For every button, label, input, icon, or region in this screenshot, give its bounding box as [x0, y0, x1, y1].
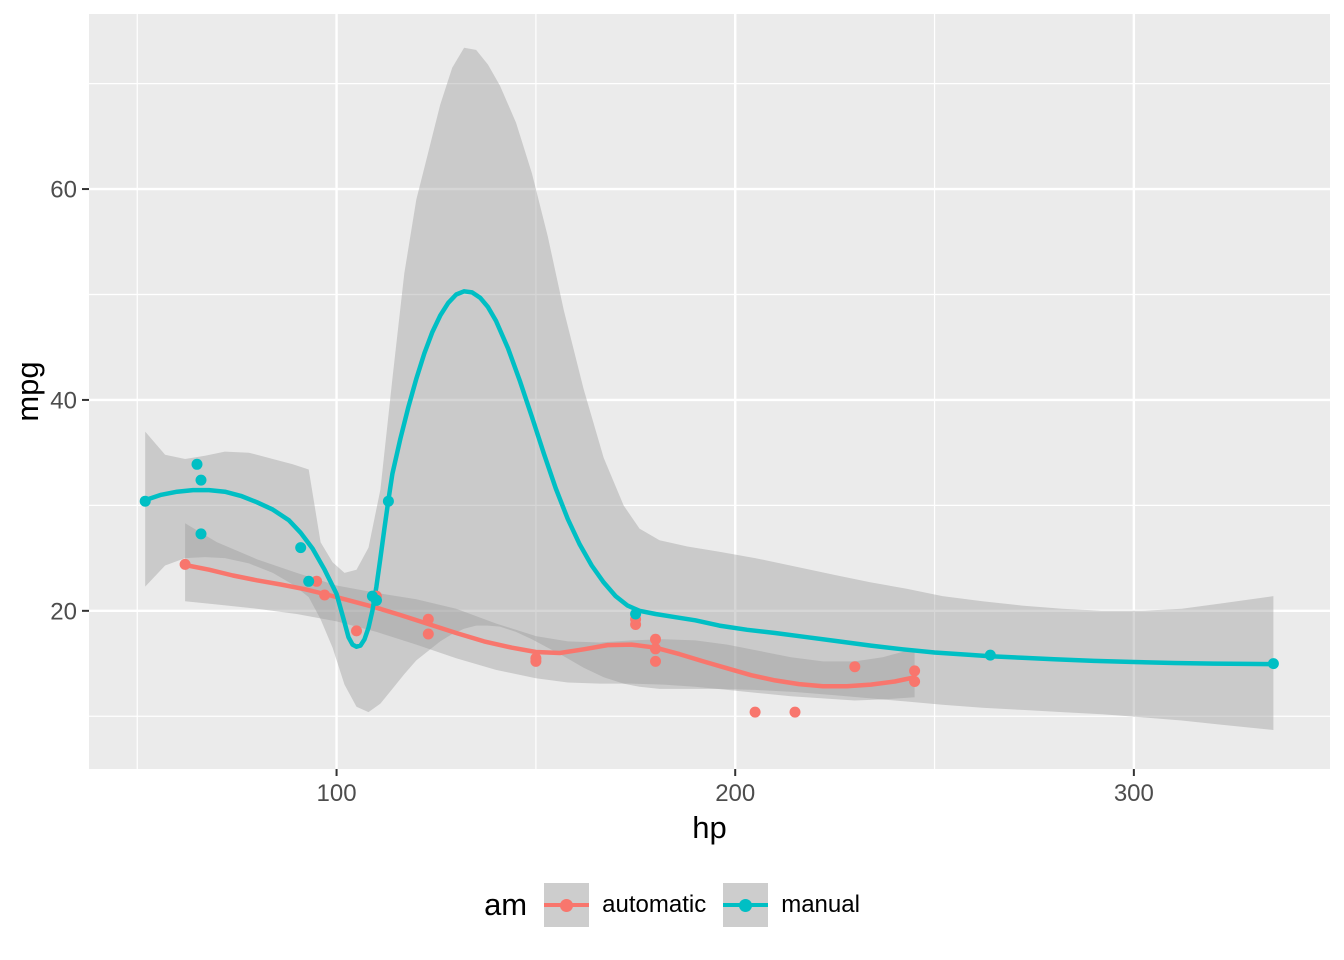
- legend-item-manual: manual: [723, 883, 860, 927]
- data-point-manual: [195, 474, 207, 486]
- panel-background: [89, 14, 1330, 769]
- data-point-automatic: [849, 661, 861, 673]
- data-point-automatic: [351, 625, 362, 637]
- legend-key-manual: [723, 883, 769, 927]
- data-point-manual: [191, 458, 203, 470]
- data-point-automatic: [422, 613, 434, 625]
- legend-title: am: [484, 887, 528, 922]
- data-point-automatic: [311, 575, 323, 587]
- data-point-manual: [984, 649, 996, 661]
- data-point-automatic: [909, 676, 921, 687]
- data-point-automatic: [319, 589, 331, 601]
- data-point-manual: [1267, 658, 1279, 670]
- x-axis-title: hp: [692, 810, 726, 845]
- data-point-manual: [295, 542, 307, 554]
- y-tick-label: 60: [50, 177, 77, 204]
- data-point-automatic: [650, 655, 661, 667]
- smooth-line-automatic: [182, 562, 917, 689]
- legend: am automatic manual: [0, 883, 1344, 927]
- data-point-automatic: [530, 655, 542, 667]
- legend-label-manual: manual: [781, 891, 860, 918]
- y-axis-title: mpg: [10, 361, 45, 421]
- confidence-ribbons: [145, 47, 1274, 730]
- data-points: [139, 458, 1279, 718]
- data-point-manual: [382, 495, 394, 507]
- y-tick-label: 20: [50, 598, 77, 625]
- gridlines: [89, 14, 1330, 769]
- ci-ribbon-manual: [145, 47, 1274, 730]
- axes: 100 200 300 20 40 60 hp mpg: [10, 177, 1154, 845]
- legend-item-automatic: automatic: [544, 883, 706, 927]
- point-swatch: [739, 898, 753, 912]
- data-point-manual: [195, 528, 207, 540]
- data-point-automatic: [749, 706, 761, 718]
- ci-ribbon-automatic: [185, 523, 915, 701]
- smooth-lines: [142, 289, 1276, 689]
- data-point-manual: [139, 495, 151, 507]
- point-swatch: [560, 898, 574, 912]
- x-tick-label: 300: [1114, 780, 1154, 807]
- legend-key-automatic: [544, 883, 590, 927]
- data-point-automatic: [789, 706, 801, 718]
- data-point-automatic: [422, 628, 434, 640]
- y-tick-label: 40: [50, 387, 77, 414]
- data-point-manual: [303, 575, 315, 587]
- data-point-automatic: [179, 558, 191, 570]
- data-point-manual: [366, 590, 378, 602]
- x-tick-label: 100: [317, 780, 357, 807]
- data-point-automatic: [650, 633, 661, 645]
- data-point-automatic: [650, 643, 661, 655]
- data-point-manual: [630, 608, 642, 620]
- legend-label-automatic: automatic: [602, 891, 707, 918]
- x-tick-label: 200: [715, 780, 755, 807]
- smooth-line-manual: [142, 289, 1276, 667]
- data-point-automatic: [909, 665, 921, 677]
